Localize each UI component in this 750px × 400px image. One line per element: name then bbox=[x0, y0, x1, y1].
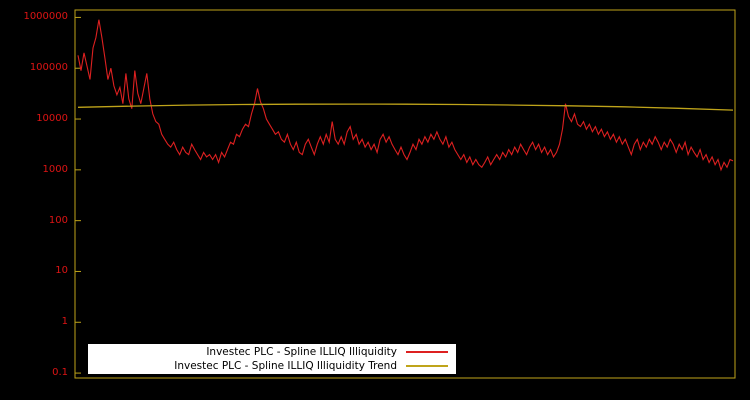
legend-item-illiq: Investec PLC - Spline ILLIQ Illiquidity bbox=[92, 346, 448, 359]
y-tick-label: 1 bbox=[61, 316, 68, 328]
legend-line-sample-red bbox=[406, 351, 448, 354]
y-tick-label: 10000 bbox=[36, 113, 68, 125]
legend: Investec PLC - Spline ILLIQ Illiquidity … bbox=[88, 344, 456, 374]
y-tick-label: 1000 bbox=[42, 163, 68, 175]
y-tick-label: 100 bbox=[48, 214, 68, 226]
illiq-series-line bbox=[77, 19, 734, 172]
trend-series-line bbox=[77, 103, 734, 111]
legend-label-illiq: Investec PLC - Spline ILLIQ Illiquidity bbox=[206, 346, 397, 359]
y-tick-label: 100000 bbox=[29, 62, 68, 74]
y-tick-label: 1000000 bbox=[23, 11, 68, 23]
y-tick-label: 0.1 bbox=[52, 367, 68, 379]
y-tick-label: 10 bbox=[55, 265, 68, 277]
axis-frame bbox=[74, 9, 736, 379]
legend-item-trend: Investec PLC - Spline ILLIQ Illiquidity … bbox=[92, 360, 448, 373]
legend-label-trend: Investec PLC - Spline ILLIQ Illiquidity … bbox=[174, 359, 397, 372]
legend-line-sample-yellow bbox=[406, 364, 448, 367]
axis-ticks bbox=[75, 16, 81, 374]
